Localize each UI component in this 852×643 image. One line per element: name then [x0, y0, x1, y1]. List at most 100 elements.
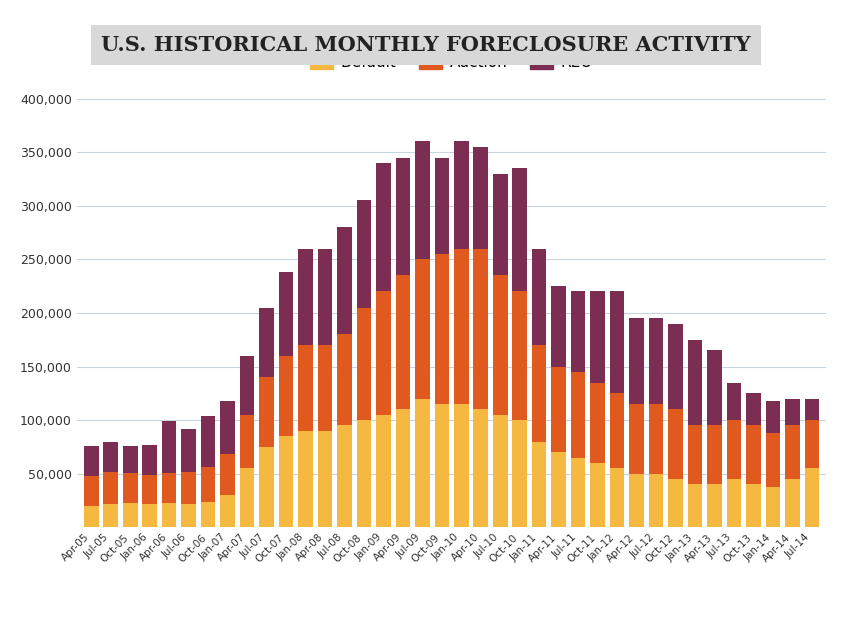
Bar — [239, 356, 255, 415]
Bar — [454, 249, 469, 404]
Bar — [630, 404, 644, 474]
Bar — [551, 452, 566, 527]
Bar — [727, 479, 741, 527]
Bar — [318, 345, 332, 431]
Bar — [474, 410, 488, 527]
Bar — [279, 356, 293, 436]
Bar — [668, 323, 682, 410]
Bar — [610, 394, 625, 468]
Bar — [376, 291, 391, 415]
Bar — [454, 404, 469, 527]
Bar — [746, 484, 761, 527]
Bar — [123, 503, 137, 527]
Bar — [668, 410, 682, 479]
Bar — [142, 503, 157, 527]
Bar — [785, 399, 800, 426]
Bar — [727, 420, 741, 479]
Bar — [610, 291, 625, 394]
Text: U.S. HISTORICAL MONTHLY FORECLOSURE ACTIVITY: U.S. HISTORICAL MONTHLY FORECLOSURE ACTI… — [101, 35, 751, 55]
Bar — [551, 286, 566, 367]
Bar — [298, 345, 313, 431]
Bar — [415, 141, 429, 259]
Bar — [259, 447, 273, 527]
Bar — [746, 394, 761, 426]
Legend: Default, Auction, REO: Default, Auction, REO — [304, 49, 599, 76]
Bar — [648, 318, 664, 404]
Bar — [474, 147, 488, 249]
Bar — [571, 458, 585, 527]
Bar — [259, 377, 273, 447]
Bar — [512, 420, 527, 527]
Bar — [221, 401, 235, 455]
Bar — [785, 479, 800, 527]
Bar — [103, 442, 118, 471]
Bar — [103, 503, 118, 527]
Bar — [239, 415, 255, 468]
Bar — [512, 291, 527, 420]
Bar — [357, 420, 371, 527]
Bar — [142, 475, 157, 503]
Bar — [298, 249, 313, 345]
Bar — [357, 307, 371, 420]
Bar — [337, 426, 352, 527]
Bar — [435, 254, 449, 404]
Bar — [142, 445, 157, 475]
Bar — [766, 487, 780, 527]
Bar — [746, 426, 761, 484]
Bar — [493, 415, 508, 527]
Bar — [804, 468, 819, 527]
Bar — [766, 433, 780, 487]
Bar — [395, 158, 410, 275]
Bar — [707, 484, 722, 527]
Bar — [532, 345, 546, 442]
Bar — [707, 350, 722, 426]
Bar — [84, 446, 99, 476]
Bar — [512, 168, 527, 291]
Bar — [318, 249, 332, 345]
Bar — [707, 426, 722, 484]
Bar — [571, 372, 585, 458]
Bar — [357, 201, 371, 307]
Bar — [337, 334, 352, 426]
Bar — [84, 506, 99, 527]
Bar — [454, 141, 469, 249]
Bar — [727, 383, 741, 420]
Bar — [181, 503, 196, 527]
Bar — [395, 275, 410, 410]
Bar — [201, 467, 216, 502]
Bar — [648, 474, 664, 527]
Bar — [162, 421, 176, 473]
Bar — [493, 174, 508, 275]
Bar — [688, 484, 702, 527]
Bar — [610, 468, 625, 527]
Bar — [201, 416, 216, 467]
Bar — [395, 410, 410, 527]
Bar — [532, 442, 546, 527]
Bar — [435, 404, 449, 527]
Bar — [435, 158, 449, 254]
Bar — [162, 473, 176, 503]
Bar — [551, 367, 566, 452]
Bar — [804, 420, 819, 468]
Bar — [630, 318, 644, 404]
Bar — [103, 471, 118, 503]
Bar — [123, 446, 137, 473]
Bar — [201, 502, 216, 527]
Bar — [474, 249, 488, 410]
Bar — [221, 455, 235, 495]
Bar — [239, 468, 255, 527]
Bar — [376, 163, 391, 291]
Bar — [668, 479, 682, 527]
Bar — [259, 307, 273, 377]
Bar — [123, 473, 137, 503]
Bar — [337, 227, 352, 334]
Bar — [279, 272, 293, 356]
Bar — [571, 291, 585, 372]
Bar — [785, 426, 800, 479]
Bar — [376, 415, 391, 527]
Bar — [804, 399, 819, 420]
Bar — [415, 399, 429, 527]
Bar — [181, 471, 196, 503]
Bar — [415, 259, 429, 399]
Bar — [766, 401, 780, 433]
